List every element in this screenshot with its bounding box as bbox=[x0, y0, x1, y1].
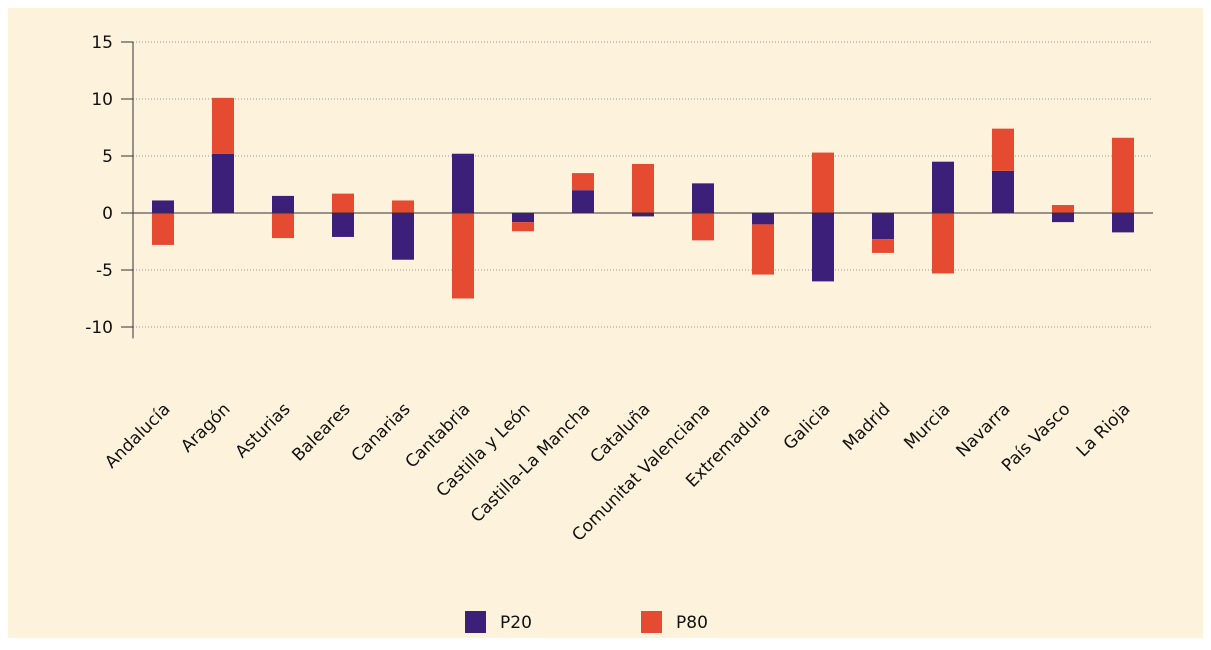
bar bbox=[272, 213, 294, 239]
bar bbox=[212, 97, 234, 154]
legend-label: P20 bbox=[500, 613, 532, 633]
bar bbox=[752, 213, 774, 225]
y-tick-label: -5 bbox=[96, 261, 113, 281]
background bbox=[8, 8, 1203, 638]
bar bbox=[572, 173, 594, 191]
bar bbox=[452, 213, 474, 299]
bar bbox=[692, 183, 714, 213]
bar bbox=[572, 190, 594, 213]
bar bbox=[812, 152, 834, 213]
y-tick-label: 5 bbox=[102, 147, 113, 167]
legend-swatch bbox=[465, 611, 486, 633]
legend-swatch bbox=[641, 611, 662, 633]
bar bbox=[632, 163, 654, 213]
bar bbox=[872, 239, 894, 253]
bar bbox=[932, 161, 954, 213]
bar bbox=[332, 193, 354, 213]
bar bbox=[452, 153, 474, 213]
bar bbox=[932, 213, 954, 274]
bar bbox=[512, 213, 534, 223]
bar bbox=[632, 213, 654, 217]
bar bbox=[1052, 205, 1074, 213]
bar bbox=[332, 213, 354, 237]
bar bbox=[152, 213, 174, 245]
bar bbox=[692, 213, 714, 241]
bar bbox=[752, 224, 774, 275]
bar bbox=[992, 170, 1014, 213]
y-tick-label: 0 bbox=[102, 204, 113, 224]
y-tick-label: 10 bbox=[91, 90, 113, 110]
bar bbox=[272, 195, 294, 213]
bar bbox=[812, 213, 834, 282]
bar bbox=[512, 222, 534, 232]
bar bbox=[212, 153, 234, 213]
bar bbox=[152, 200, 174, 213]
bar bbox=[992, 128, 1014, 171]
y-tick-label: -10 bbox=[85, 318, 113, 338]
legend-label: P80 bbox=[676, 613, 708, 633]
bar bbox=[872, 213, 894, 240]
bar bbox=[1112, 213, 1134, 233]
y-tick-label: 15 bbox=[91, 33, 113, 53]
bar bbox=[1112, 137, 1134, 213]
bar bbox=[392, 200, 414, 213]
bar bbox=[1052, 213, 1074, 223]
bar bbox=[392, 213, 414, 260]
